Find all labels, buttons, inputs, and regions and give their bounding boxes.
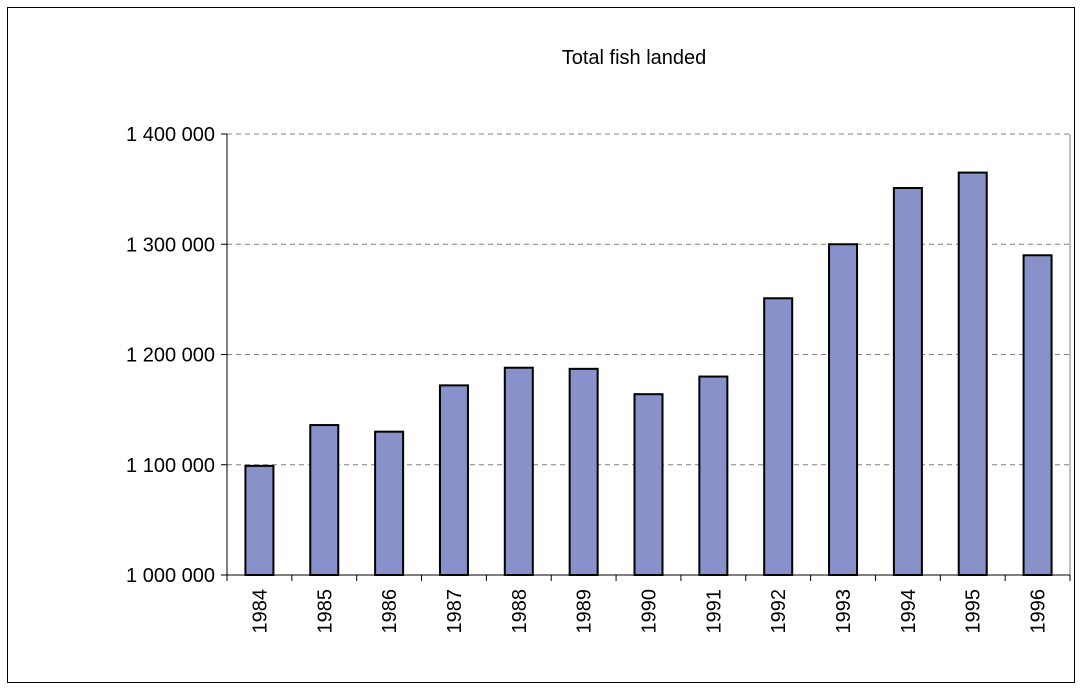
x-tick-label: 1993 [833,589,855,634]
bar-1992 [763,297,794,576]
bar-1985 [309,424,340,576]
bar-1995 [957,171,988,576]
bar-1989 [568,367,599,576]
x-tick-label: 1984 [249,589,271,634]
chart-title: Total fish landed [562,47,707,69]
x-tick-labels: 1984 1985 1986 1987 1988 1989 1990 1991 1992 1993… [249,589,1049,634]
x-tick-label: 1988 [509,589,531,634]
y-tick-label: 1 400 000 [126,124,215,146]
y-tick-labels: 1 000 000 1 100 000 1 200 000 1 300 000 1 40… [126,124,215,587]
x-tick-label: 1991 [703,589,725,634]
x-tick-label: 1990 [639,589,661,634]
bar-1990 [633,393,664,576]
x-tick-label: 1987 [444,589,466,634]
bar-1991 [698,375,729,576]
bar-1988 [503,366,534,577]
x-tick-label: 1986 [379,589,401,634]
bar-1994 [892,187,923,577]
x-tick-label: 1985 [314,589,336,634]
bar-1996 [1022,254,1053,576]
x-tick-label: 1994 [898,589,920,634]
bars-layer [244,171,1053,577]
x-tick-label: 1989 [574,589,596,634]
bar-1993 [828,243,859,576]
bar-1987 [438,384,469,576]
y-tick-label: 1 200 000 [126,345,215,367]
x-tick-label: 1996 [1028,589,1050,634]
y-tick-label: 1 000 000 [126,565,215,587]
grid-layer [227,133,1070,466]
y-tick-label: 1 300 000 [126,234,215,256]
bar-1984 [244,464,275,577]
x-tick-label: 1992 [768,589,790,634]
axis-layer [221,133,1071,581]
bar-1986 [374,430,405,576]
y-tick-label: 1 100 000 [126,455,215,477]
x-tick-label: 1995 [963,589,985,634]
